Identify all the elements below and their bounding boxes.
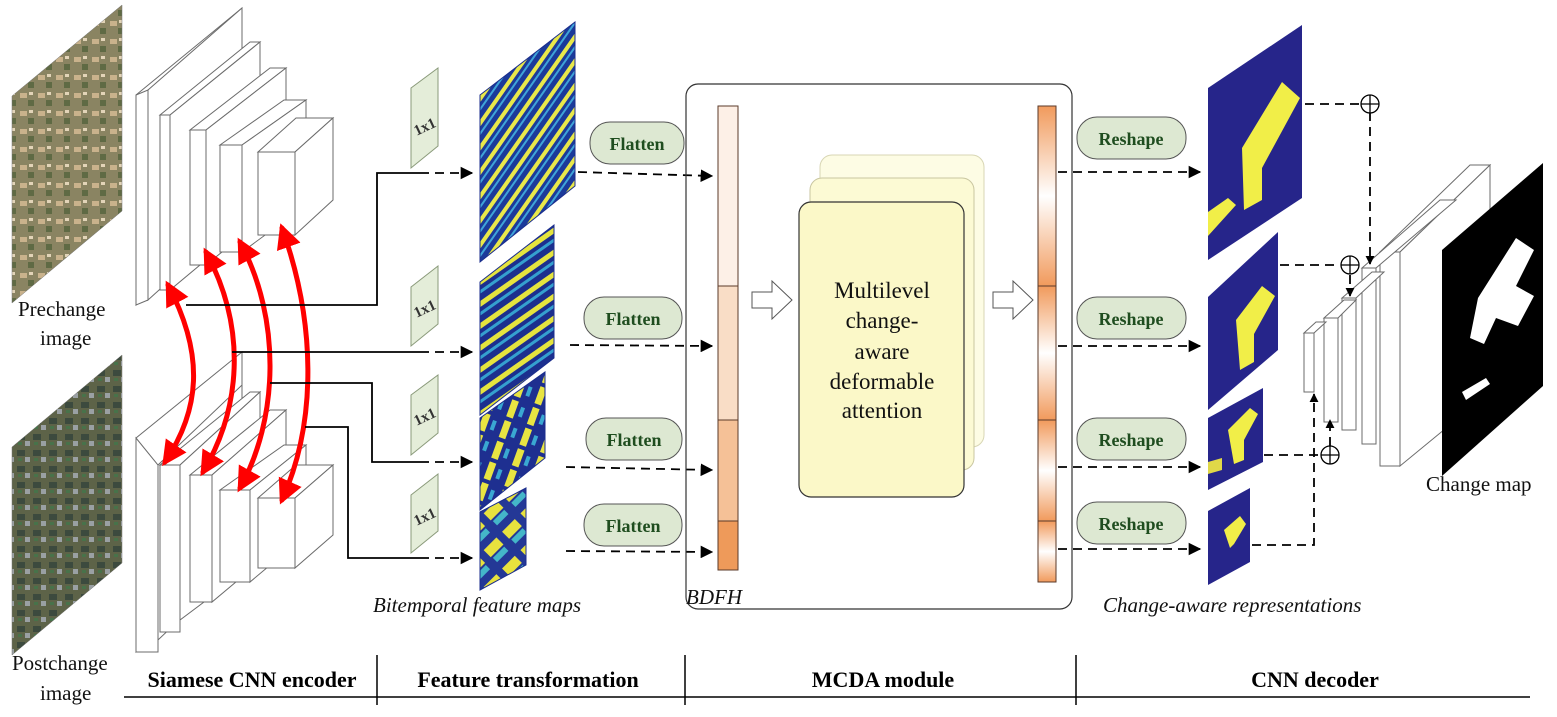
svg-text:Reshape: Reshape	[1098, 129, 1163, 149]
encoder-lower	[135, 350, 335, 654]
mcda-attention-stack	[798, 154, 985, 498]
svg-text:attention: attention	[842, 398, 923, 423]
svg-text:deformable: deformable	[830, 369, 935, 394]
svg-text:Flatten: Flatten	[607, 430, 662, 450]
svg-text:Flatten: Flatten	[610, 134, 665, 154]
svg-text:Reshape: Reshape	[1098, 430, 1163, 450]
prechange-label-line1: Prechange	[18, 297, 105, 321]
flatten-arrows	[565, 169, 714, 559]
section-cnn-decoder: CNN decoder	[1251, 667, 1379, 692]
flatten-pill-4: Flatten	[583, 503, 683, 547]
bdfh-token-column-right	[1037, 105, 1057, 583]
plus-circle-icon	[1320, 445, 1340, 465]
conv-1x1-2: 1x1	[410, 264, 439, 348]
hollow-arrow-icon	[751, 279, 793, 321]
postchange-label-line1: Postchange	[12, 651, 108, 675]
caption-bitemporal: Bitemporal feature maps	[373, 593, 581, 617]
change-map-level-4	[1208, 488, 1250, 585]
reshape-pill-2: Reshape	[1076, 296, 1187, 340]
reshape-pill-3: Reshape	[1076, 417, 1187, 461]
svg-text:Flatten: Flatten	[606, 309, 661, 329]
feature-map-1	[479, 20, 576, 264]
caption-bdfh: BDFH	[686, 585, 744, 609]
mcda-label: Multilevel change- aware deformable atte…	[830, 278, 935, 423]
section-mcda-module: MCDA module	[812, 667, 955, 692]
flatten-pill-1: Flatten	[589, 121, 685, 165]
feature-map-3	[479, 371, 546, 512]
reshape-pills: Reshape Reshape Reshape Reshape	[1076, 116, 1187, 545]
conv-1x1-1: 1x1	[410, 67, 439, 170]
caption-change-aware: Change-aware representations	[1103, 593, 1361, 617]
svg-text:Reshape: Reshape	[1098, 309, 1163, 329]
reshape-pill-4: Reshape	[1076, 501, 1187, 545]
flatten-pills: Flatten Flatten Flatten Flatten	[583, 121, 685, 547]
prechange-label-line2: image	[40, 326, 91, 350]
conv-1x1-3: 1x1	[410, 374, 439, 457]
section-siamese-encoder: Siamese CNN encoder	[148, 667, 357, 692]
plus-circle-icon	[1340, 255, 1360, 275]
change-map-level-2	[1208, 232, 1278, 410]
flatten-pill-2: Flatten	[583, 296, 683, 340]
conv-1x1-tiles: 1x1 1x1 1x1 1x1	[410, 67, 439, 555]
prechange-image	[11, 4, 123, 304]
mcda-module-frame	[685, 83, 1073, 610]
svg-text:Reshape: Reshape	[1098, 514, 1163, 534]
change-aware-representations	[1208, 25, 1302, 585]
postchange-image	[11, 354, 123, 656]
postchange-label-line2: image	[40, 681, 91, 705]
feature-map-2	[479, 223, 555, 417]
encoder-upper	[135, 6, 335, 307]
hollow-arrow-icon	[992, 279, 1034, 321]
svg-text:Flatten: Flatten	[606, 516, 661, 536]
siamese-weight-sharing-arrows	[162, 223, 311, 505]
flatten-pill-3: Flatten	[585, 417, 683, 461]
caption-change-map: Change map	[1426, 472, 1532, 496]
reshape-pill-1: Reshape	[1076, 116, 1187, 160]
svg-text:Multilevel: Multilevel	[834, 278, 930, 303]
change-map-level-1	[1208, 25, 1302, 260]
bitemporal-feature-maps	[479, 20, 576, 591]
decoder-fusion-lines	[1252, 103, 1375, 546]
change-map-level-3	[1208, 388, 1263, 490]
reshape-arrows	[1058, 165, 1202, 556]
bdfh-token-column-left	[717, 105, 739, 571]
encoder-connectors	[186, 166, 474, 565]
svg-text:aware: aware	[855, 339, 910, 364]
svg-text:change-: change-	[846, 308, 919, 333]
final-change-map	[1442, 163, 1543, 476]
feature-map-4	[479, 487, 527, 591]
section-feature-transformation: Feature transformation	[417, 667, 638, 692]
section-footer: Siamese CNN encoder Feature transformati…	[124, 655, 1530, 705]
conv-1x1-4: 1x1	[410, 472, 439, 555]
plus-circle-icon	[1360, 94, 1380, 114]
